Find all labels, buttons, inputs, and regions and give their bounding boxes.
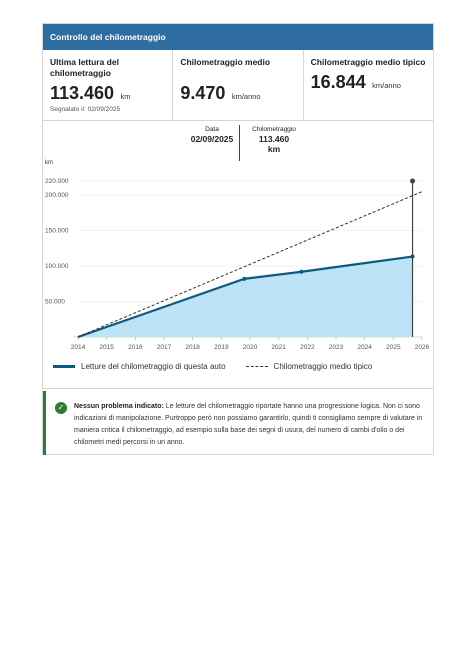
- highlight-marker-top: [410, 178, 416, 184]
- stats-row: Ultima lettura del chilometraggio 113.46…: [43, 50, 433, 121]
- stat-reported-date: Segnalato il: 02/09/2025: [50, 106, 121, 113]
- x-tick-label: 2015: [99, 344, 114, 351]
- notice-title: Nessun problema indicato:: [74, 403, 164, 410]
- tooltip-date-label: Data: [205, 126, 219, 133]
- x-tick-label: 2023: [329, 344, 344, 351]
- stat-label: Chilometraggio medio: [180, 57, 271, 67]
- series-point: [242, 276, 247, 281]
- y-tick-label: 220.000: [45, 178, 69, 185]
- card-header: Controllo del chilometraggio: [43, 24, 433, 50]
- x-tick-label: 2022: [300, 344, 315, 351]
- check-circle-icon: ✓: [55, 402, 67, 414]
- x-tick-label: 2020: [243, 344, 258, 351]
- chart-tooltip: Data 02/09/2025 Chilometraggio 113.460 k…: [185, 125, 303, 163]
- stat-typical-mileage: Chilometraggio medio tipico 16.844 km/an…: [304, 50, 433, 120]
- x-tick-label: 2019: [214, 344, 229, 351]
- tooltip-separator: [239, 125, 240, 161]
- series-line: [77, 255, 413, 339]
- legend-series-2[interactable]: Chilometraggio medio tipico: [273, 362, 373, 371]
- stat-value: 9.470: [180, 83, 226, 103]
- x-tick-label: 2024: [357, 344, 372, 351]
- x-tick-label: 2026: [415, 344, 430, 351]
- series-area-fill: [78, 256, 413, 337]
- typical-line: [77, 191, 423, 338]
- y-tick-label: 200.000: [45, 192, 69, 199]
- y-tick-label: 50.000: [45, 299, 65, 306]
- tooltip-mileage-value: 113.460: [258, 134, 290, 144]
- y-axis-label: km: [45, 160, 53, 166]
- x-tick-label: 2016: [128, 344, 143, 351]
- stat-unit: km/anno: [372, 81, 401, 90]
- x-tick-label: 2025: [386, 344, 401, 351]
- stat-value-wrapper: 16.844 km/anno: [311, 72, 426, 93]
- stat-last-reading: Ultima lettura del chilometraggio 113.46…: [43, 50, 174, 120]
- stat-value-wrapper: 9.470 km/anno: [180, 83, 295, 104]
- chart-area: Data 02/09/2025 Chilometraggio 113.460 k…: [43, 121, 433, 389]
- stat-unit: km/anno: [231, 92, 261, 101]
- no-issue-notice: ✓ Nessun problema indicato: Le letture d…: [43, 391, 433, 455]
- stat-value-wrapper: 113.460 km: [50, 83, 165, 104]
- stat-average-mileage: Chilometraggio medio 9.470 km/anno: [173, 50, 304, 120]
- tooltip-date-value: 02/09/2025: [190, 134, 234, 144]
- series-point: [299, 269, 304, 274]
- stat-unit: km: [120, 92, 131, 101]
- legend-solid-swatch: [53, 365, 75, 368]
- notice-text: Le letture del chilometraggio riportate …: [74, 403, 423, 446]
- y-tick-label: 100.000: [45, 263, 69, 270]
- stat-label: Chilometraggio medio tipico: [310, 57, 426, 67]
- stat-value: 16.844: [310, 72, 366, 92]
- x-tick-label: 2017: [157, 344, 172, 351]
- legend-series-1[interactable]: Letture del chilometraggio di questa aut…: [81, 362, 226, 371]
- stat-label: Ultima lettura del chilometraggio: [50, 57, 119, 78]
- x-tick-label: 2021: [271, 344, 286, 351]
- x-tick-label: 2018: [185, 344, 200, 351]
- mileage-chart[interactable]: km 50.000 100.000 150.000 200.000 220.000 2014…: [43, 121, 433, 361]
- tooltip-mileage-unit: km: [267, 144, 281, 154]
- tooltip-mileage-label: Chilometraggio: [252, 126, 296, 133]
- legend-dashed-swatch: [245, 366, 268, 367]
- tooltip-date: Data 02/09/2025: [185, 125, 239, 144]
- x-tick-label: 2014: [71, 344, 86, 351]
- tooltip-mileage: Chilometraggio 113.460 km: [243, 125, 305, 154]
- mileage-check-card: Controllo del chilometraggio Ultima lett…: [42, 23, 434, 455]
- stat-value: 113.460: [50, 83, 115, 103]
- y-tick-label: 150.000: [45, 228, 69, 235]
- chart-legend: Letture del chilometraggio di questa aut…: [53, 362, 372, 371]
